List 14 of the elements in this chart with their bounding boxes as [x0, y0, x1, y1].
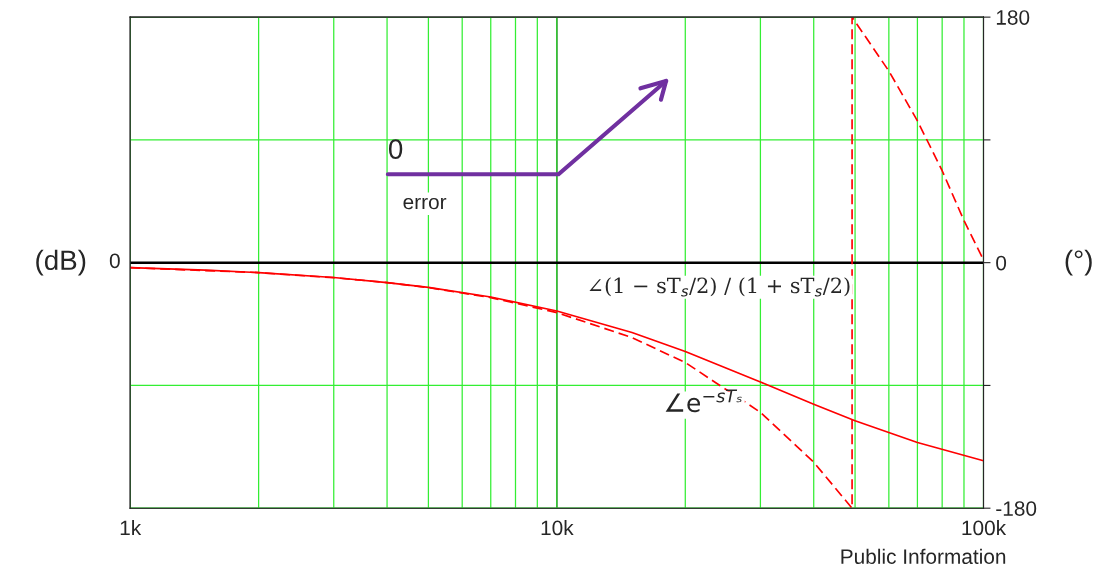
x-tick-label: 10k	[541, 520, 574, 536]
annotation: error	[403, 197, 447, 210]
annotation: 0	[388, 139, 403, 159]
y2-tick-label: -180	[996, 501, 1037, 516]
y2-tick-label: 180	[996, 10, 1030, 25]
y2-axis-title: (°)	[1065, 249, 1092, 276]
y-axis-title: (dB)	[36, 249, 86, 276]
x-tick-label: 1k	[120, 520, 142, 536]
text: Public Information	[841, 548, 1006, 565]
annotation: ∠e$^{−sTₛ}$	[665, 389, 742, 413]
text: 0	[109, 253, 120, 269]
x-tick-label: 100k	[962, 520, 1007, 536]
annotation: ∠(1 − sT$_{s}$/2) / (1 + sT$_{s}$/2)	[589, 277, 850, 297]
y2-tick-label: 0	[996, 255, 1007, 271]
